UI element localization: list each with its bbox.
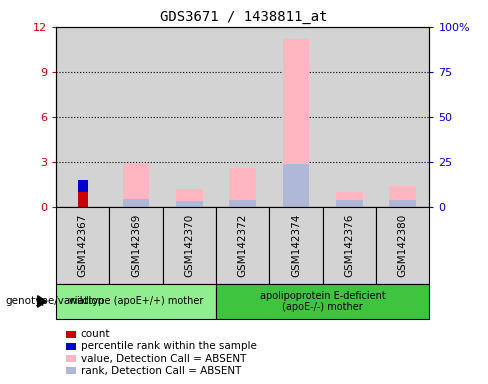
- Bar: [283, 39, 309, 207]
- Bar: [283, 164, 309, 207]
- Bar: [123, 199, 149, 207]
- Text: GSM142370: GSM142370: [184, 214, 194, 277]
- Text: GSM142380: GSM142380: [398, 214, 408, 277]
- Text: rank, Detection Call = ABSENT: rank, Detection Call = ABSENT: [81, 366, 241, 376]
- Bar: [389, 185, 416, 207]
- Polygon shape: [38, 296, 46, 307]
- Bar: [376, 207, 429, 284]
- Bar: [163, 27, 216, 207]
- Text: count: count: [81, 329, 110, 339]
- Text: wildtype (apoE+/+) mother: wildtype (apoE+/+) mother: [69, 296, 203, 306]
- Bar: [323, 27, 376, 207]
- Bar: [176, 189, 203, 207]
- Bar: [176, 201, 203, 207]
- Bar: [336, 192, 363, 207]
- Bar: [229, 168, 256, 207]
- Text: GDS3671 / 1438811_at: GDS3671 / 1438811_at: [160, 10, 328, 23]
- Text: GSM142372: GSM142372: [238, 214, 248, 278]
- Bar: [163, 207, 216, 284]
- Bar: [229, 200, 256, 207]
- Text: GSM142374: GSM142374: [291, 214, 301, 278]
- Bar: [78, 192, 88, 207]
- Text: GSM142367: GSM142367: [78, 214, 88, 278]
- Bar: [109, 27, 163, 207]
- Bar: [323, 207, 376, 284]
- Text: GSM142369: GSM142369: [131, 214, 141, 278]
- Bar: [78, 180, 88, 192]
- Bar: [56, 207, 109, 284]
- Text: percentile rank within the sample: percentile rank within the sample: [81, 341, 256, 351]
- Bar: [123, 164, 149, 207]
- Text: genotype/variation: genotype/variation: [5, 296, 104, 306]
- Text: apolipoprotein E-deficient
(apoE-/-) mother: apolipoprotein E-deficient (apoE-/-) mot…: [260, 291, 386, 312]
- Bar: [336, 200, 363, 207]
- Bar: [389, 200, 416, 207]
- Bar: [216, 284, 429, 319]
- Bar: [216, 207, 269, 284]
- Bar: [56, 284, 216, 319]
- Bar: [109, 207, 163, 284]
- Bar: [56, 27, 109, 207]
- Bar: [376, 27, 429, 207]
- Bar: [269, 27, 323, 207]
- Text: value, Detection Call = ABSENT: value, Detection Call = ABSENT: [81, 354, 246, 364]
- Bar: [216, 27, 269, 207]
- Text: GSM142376: GSM142376: [345, 214, 354, 278]
- Bar: [269, 207, 323, 284]
